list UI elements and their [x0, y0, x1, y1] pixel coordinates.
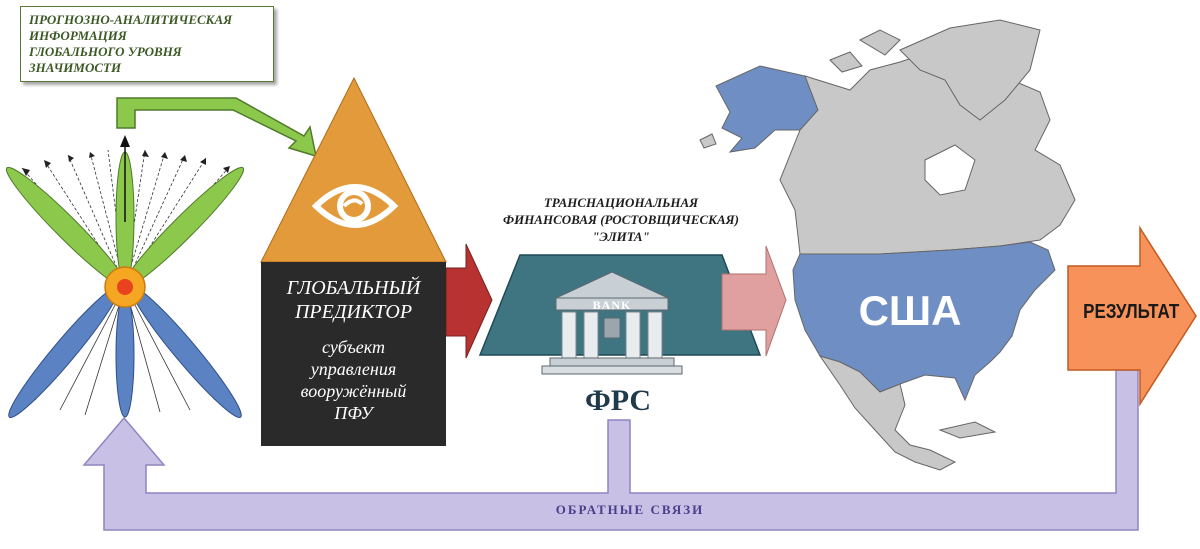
blue-petals [8, 286, 242, 418]
feedback-arrow [82, 369, 1139, 531]
up-arrow [120, 135, 130, 222]
cuba-shape [938, 421, 997, 439]
bank-icon [541, 271, 683, 375]
frs-label: ФРС [584, 384, 652, 417]
center-node [104, 266, 146, 308]
predictor-subtitle-4: ПФУ [334, 403, 373, 423]
info-line-4: ЗНАЧИМОСТИ [29, 60, 122, 75]
result-arrow [1067, 225, 1197, 407]
red-arrow [445, 243, 493, 359]
pyramid [260, 76, 447, 263]
usa-label: США [858, 287, 962, 334]
info-line-1: ПРОГНОЗНО-АНАЛИТИЧЕСКАЯ [29, 12, 233, 27]
green-info-arrow [116, 97, 317, 158]
north-america-map [699, 19, 1076, 471]
elite-label: ТРАНСНАЦИОНАЛЬНАЯ ФИНАНСОВАЯ (РОСТОВЩИЧЕ… [468, 194, 774, 245]
predictor-subtitle-2: управления [310, 359, 397, 379]
hudson-bay [924, 144, 976, 196]
alaska-shape [715, 65, 819, 153]
canada-shape [779, 51, 1076, 255]
pink-arrow [721, 245, 787, 357]
mexico-shape [818, 355, 957, 471]
info-line-2: ИНФОРМАЦИЯ [29, 28, 127, 43]
elite-line-2: ФИНАНСОВАЯ (РОСТОВЩИЧЕСКАЯ) [503, 212, 739, 227]
predictor-subtitle-3: вооружённый [300, 381, 407, 401]
greenland-shape [899, 19, 1041, 121]
feedback-label: ОБРАТНЫЕ СВЯЗИ [555, 502, 705, 517]
bank-sign: BANK [592, 298, 632, 312]
burst-arrowheads [22, 150, 230, 176]
elite-line-3: "ЭЛИТА" [592, 229, 650, 244]
elite-line-1: ТРАНСНАЦИОНАЛЬНАЯ [543, 195, 699, 210]
predictor-title-line-2: ПРЕДИКТОР [294, 301, 413, 323]
eye-icon [311, 184, 399, 228]
info-line-3: ГЛОБАЛЬНОГО УРОВНЯ [29, 44, 182, 59]
predictor-subtitle-1: субъект [322, 337, 385, 357]
forecast-info-box: ПРОГНОЗНО-АНАЛИТИЧЕСКАЯ ИНФОРМАЦИЯ ГЛОБА… [20, 6, 274, 82]
result-label: РЕЗУЛЬТАТ [1083, 301, 1180, 323]
global-predictor-box: ГЛОБАЛЬНЫЙ ПРЕДИКТОР субъект управления … [261, 262, 446, 446]
predictor-title-line-1: ГЛОБАЛЬНЫЙ [286, 277, 421, 299]
